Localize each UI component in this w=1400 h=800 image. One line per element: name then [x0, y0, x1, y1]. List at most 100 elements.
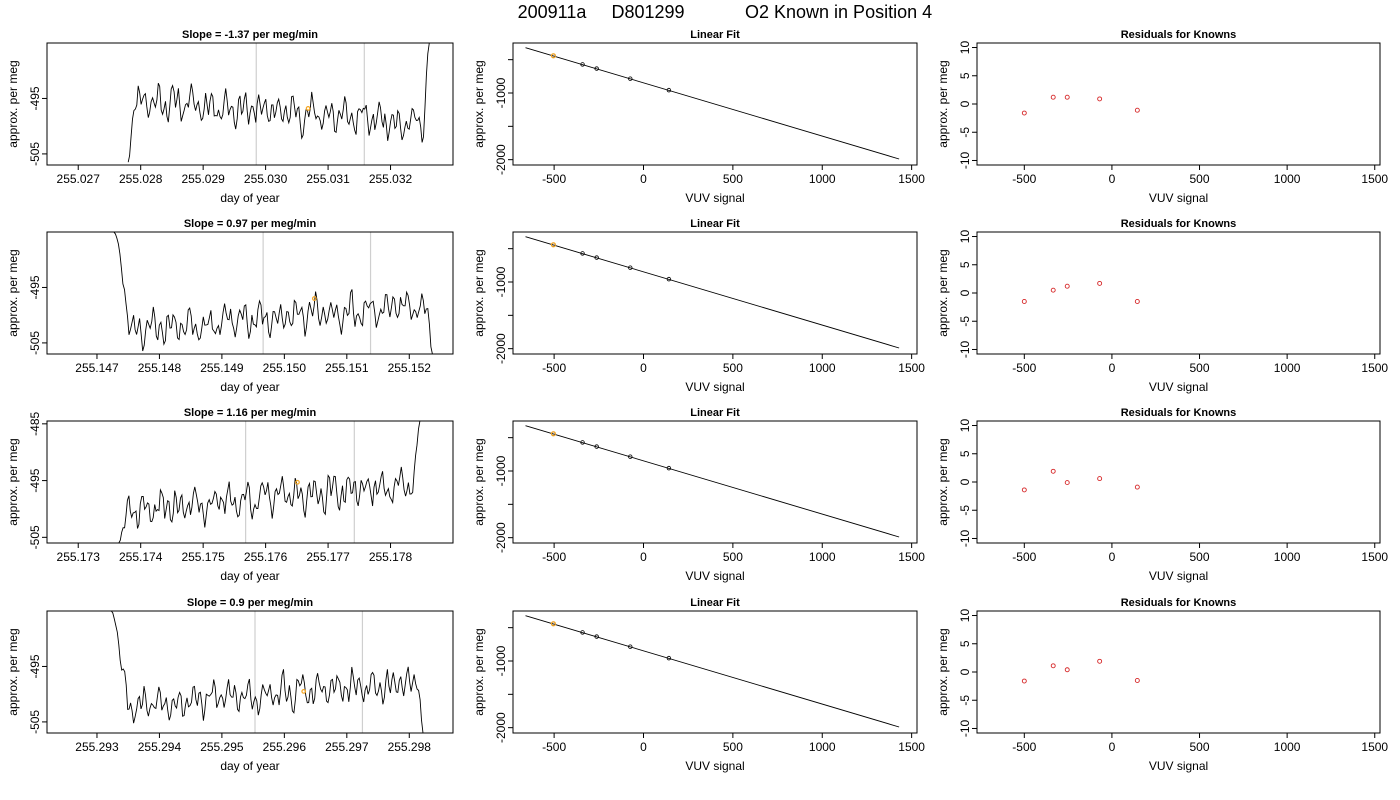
chart-title: Linear Fit — [690, 29, 740, 41]
x-tick-label: 255.174 — [119, 550, 163, 564]
x-tick-label: 0 — [640, 740, 647, 754]
x-tick-label: 255.298 — [388, 740, 432, 754]
x-tick-label: -500 — [1012, 740, 1036, 754]
x-tick-label: -500 — [542, 740, 566, 754]
plot-frame — [46, 231, 454, 355]
plot-area — [525, 615, 900, 728]
x-axis-label: day of year — [220, 569, 279, 583]
x-tick-label: 0 — [1109, 740, 1116, 754]
x-tick-label: 1500 — [1361, 740, 1388, 754]
x-tick-label: 0 — [640, 361, 647, 375]
chart-title: Residuals for Knowns — [1121, 29, 1237, 41]
x-tick-label: 500 — [723, 172, 743, 186]
residual-point — [1134, 107, 1140, 113]
chart-panel-r1c3: Residuals for Knowns -500 0 500 1000 1500 10 5 0… — [936, 29, 1388, 205]
y-tick-label: -10 — [958, 340, 972, 358]
plot-frame — [46, 610, 454, 734]
y-tick-label: 0 — [958, 289, 972, 296]
x-tick-label: 500 — [1190, 361, 1210, 375]
residual-point — [1021, 110, 1027, 116]
y-tick-label: 10 — [958, 419, 972, 433]
y-tick-label: -10 — [958, 529, 972, 547]
x-axis-label: VUV signal — [1149, 191, 1208, 205]
data-point — [580, 251, 585, 256]
y-tick-label: -5 — [958, 316, 972, 327]
y-tick-label: -2000 — [494, 712, 508, 743]
y-tick-label: 10 — [958, 41, 972, 55]
x-tick-label: 500 — [1190, 740, 1210, 754]
x-tick-label: 255.030 — [244, 172, 288, 186]
x-tick-label: 0 — [640, 550, 647, 564]
plot-frame — [46, 420, 454, 544]
x-tick-label: 255.027 — [57, 172, 101, 186]
x-tick-label: 255.032 — [369, 172, 413, 186]
x-tick-label: 1500 — [898, 172, 925, 186]
residual-point — [1064, 667, 1070, 673]
fit-line — [525, 615, 900, 728]
fit-line — [525, 425, 900, 538]
x-tick-label: -500 — [1012, 550, 1036, 564]
x-tick-label: -500 — [542, 361, 566, 375]
y-tick-label: -5 — [958, 127, 972, 138]
data-point — [580, 62, 585, 67]
plot-area — [525, 425, 900, 538]
y-axis-label: approx. per meg — [472, 60, 486, 147]
x-tick-label: 255.029 — [181, 172, 225, 186]
y-tick-label: -505 — [28, 710, 42, 734]
y-axis-label: approx. per meg — [472, 438, 486, 525]
highlight-point — [550, 53, 557, 59]
highlight-point — [295, 479, 300, 485]
residual-point — [1134, 678, 1140, 683]
chart-panel-r4c3: Residuals for Knowns -500 0 500 1000 1500 10 5 0… — [936, 597, 1388, 773]
residual-point — [1097, 280, 1103, 286]
residual-point — [1050, 94, 1056, 100]
plot-frame — [976, 610, 1381, 734]
y-tick-label: -1000 — [494, 645, 508, 676]
data-point — [666, 276, 672, 282]
data-point — [580, 440, 585, 445]
y-tick-label: 5 — [958, 261, 972, 268]
y-axis-label: approx. per meg — [472, 249, 486, 336]
x-tick-label: 0 — [640, 172, 647, 186]
chart-title: Residuals for Knowns — [1121, 597, 1237, 609]
y-tick-label: -505 — [28, 525, 42, 549]
y-tick-label: -5 — [958, 505, 972, 516]
chart-panel-r3c1: Slope = 1.16 per meg/min 255.173 255.174 25… — [6, 407, 454, 583]
plot-frame — [46, 42, 454, 166]
y-tick-label: -5 — [958, 695, 972, 706]
x-tick-label: 255.297 — [325, 740, 369, 754]
x-tick-label: 255.176 — [244, 550, 288, 564]
highlight-point — [305, 106, 311, 111]
x-tick-label: 255.294 — [138, 740, 182, 754]
residual-point — [1050, 468, 1056, 474]
x-tick-label: 1000 — [1274, 740, 1301, 754]
plot-area — [1021, 658, 1140, 684]
x-axis-label: day of year — [220, 380, 279, 394]
y-axis-label: approx. per meg — [936, 60, 950, 147]
y-tick-label: -10 — [958, 151, 972, 169]
x-tick-label: 500 — [723, 550, 743, 564]
y-tick-label: -2000 — [494, 144, 508, 175]
x-tick-label: 500 — [1190, 172, 1210, 186]
y-tick-label: 0 — [958, 478, 972, 485]
x-tick-label: 255.028 — [119, 172, 163, 186]
plot-frame — [976, 420, 1381, 544]
data-point — [594, 255, 599, 260]
data-point — [666, 465, 672, 471]
y-tick-label: 5 — [958, 450, 972, 457]
chart-title: Slope = 1.16 per meg/min — [184, 407, 317, 419]
x-tick-label: 255.147 — [75, 361, 119, 375]
plot-area — [127, 43, 430, 165]
chart-panel-r2c2: Linear Fit -500 0 500 1000 1500 -1000 -2000 VUV … — [472, 218, 925, 394]
chart-panel-r3c2: Linear Fit -500 0 500 1000 1500 -1000 -2000 VUV … — [472, 407, 925, 583]
chart-panel-r2c1: Slope = 0.97 per meg/min 255.147 255.148 25… — [6, 218, 454, 394]
residual-point — [1097, 476, 1103, 482]
y-axis-label: approx. per meg — [936, 438, 950, 525]
residual-point — [1050, 663, 1056, 669]
y-tick-label: -1000 — [494, 77, 508, 108]
chart-title: Residuals for Knowns — [1121, 407, 1237, 419]
residual-point — [1050, 287, 1056, 293]
data-point — [666, 87, 672, 93]
x-tick-label: -500 — [542, 550, 566, 564]
x-axis-label: day of year — [220, 191, 279, 205]
